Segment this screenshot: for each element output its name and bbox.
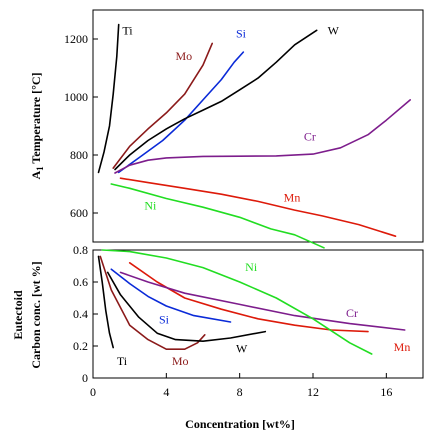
bottom-y-tick-label: 0.4 [73,307,88,321]
bottom-y-tick-label: 0.2 [73,339,88,353]
top-label-w: W [328,24,340,38]
bottom-y-tick-label: 0.6 [73,275,88,289]
top-series-si [117,51,245,174]
top-label-ni: Ni [144,199,157,213]
top-series-mo [112,42,213,169]
bottom-series-mo [99,255,206,351]
top-series-ni [110,183,325,249]
top-y-tick-label: 1200 [64,32,88,46]
bottom-label-mo: Mo [172,354,189,368]
bottom-series-si [110,268,232,323]
top-y-ticks: 600 800 1000 1200 [64,32,98,220]
x-tick-label: 8 [237,385,243,399]
bottom-label-ni: Ni [245,260,258,274]
bottom-label-mn: Mn [394,340,411,354]
top-label-si: Si [236,27,247,41]
top-frame [92,9,424,243]
bottom-series-ti [97,255,114,349]
bottom-label-w: W [236,341,248,355]
top-series-mn [119,177,397,237]
x-axis-label: Concentration [wt%] [185,417,295,431]
top-label-cr: Cr [304,130,316,144]
bottom-series [97,249,406,355]
x-tick-label: 0 [90,385,96,399]
bottom-label-si: Si [159,313,170,327]
bottom-panel: 0 0.2 0.4 0.6 0.8 0 4 8 12 16 Ti Mo W Si Ni Cr Mn Eutec… [11,243,424,431]
top-label-mn: Mn [284,190,301,204]
top-y-tick-label: 1000 [64,90,88,104]
bottom-series-mn [128,261,369,333]
bottom-series-cr [119,271,406,331]
bottom-series-ni [101,249,373,355]
top-series-cr [114,99,412,174]
x-tick-label: 16 [380,385,392,399]
x-tick-label: 12 [307,385,319,399]
bottom-label-ti: Ti [117,354,128,368]
bottom-series-w [106,271,267,343]
top-series-w [114,29,318,171]
bottom-y-axis-label-line2: Carbon conc. [wt %] [29,261,43,368]
bottom-frame [92,249,424,379]
top-label-ti: Ti [122,24,133,38]
bottom-axis-ticks: 0 0.2 0.4 0.6 0.8 0 4 8 12 16 [73,243,392,399]
bottom-y-axis-label-line1: Eutectoid [11,290,25,340]
top-label-mo: Mo [176,49,193,63]
bottom-series-labels: Ti Mo W Si Ni Cr Mn [117,260,411,368]
x-tick-label: 4 [163,385,169,399]
top-series-labels: Ti Mo Si W Cr Mn Ni [122,24,339,213]
top-y-tick-label: 600 [70,206,88,220]
top-y-tick-label: 800 [70,148,88,162]
bottom-label-cr: Cr [346,306,358,320]
bottom-y-tick-label: 0.8 [73,243,88,257]
top-panel: 600 800 1000 1200 Ti Mo Si W Cr Mn Ni A1 Temperat… [29,9,424,249]
top-series-ti [97,23,120,174]
top-series [97,23,412,249]
bottom-y-tick-label: 0 [82,371,88,385]
top-y-axis-label: A1 Temperature [°C] [29,72,45,179]
